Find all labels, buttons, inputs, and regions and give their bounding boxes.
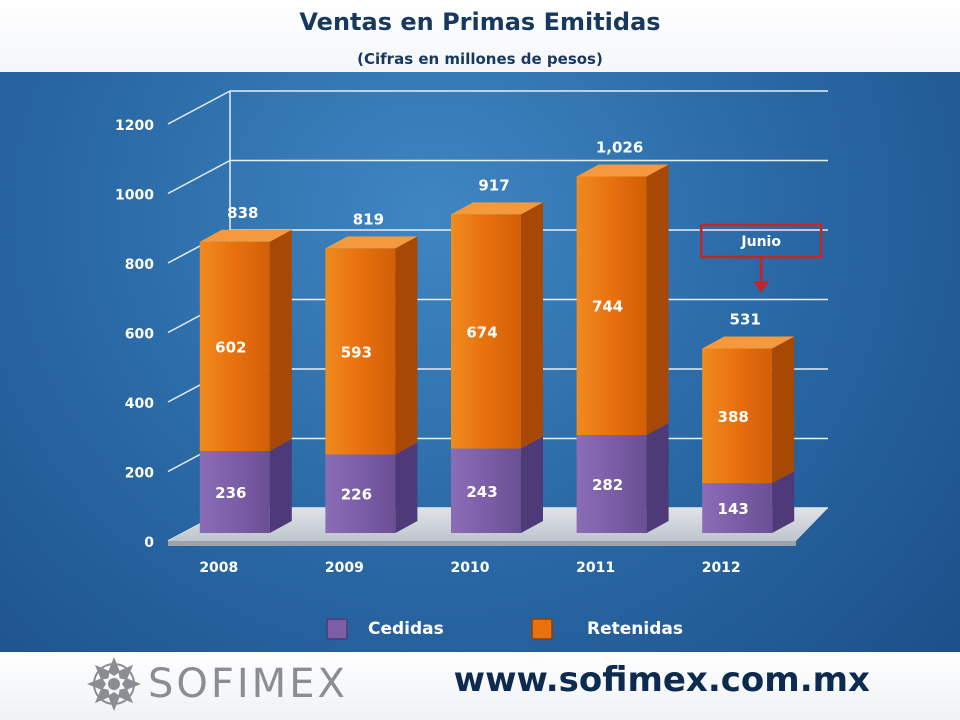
data-label-retenidas: 674 <box>466 323 497 341</box>
data-label-cedidas: 236 <box>215 484 246 502</box>
bar-cedidas <box>325 454 396 533</box>
data-label-cedidas: 143 <box>718 500 749 518</box>
legend: Cedidas Retenidas <box>326 618 683 640</box>
x-tick-label: 2008 <box>199 560 238 576</box>
bar-top <box>199 229 292 242</box>
labels-layer: 0 200 400 600 800 1000 1200 236 602 838 2008 226 593… <box>115 118 761 576</box>
annotation-arrow-head <box>753 281 770 293</box>
bar-retenidas-side <box>269 229 292 451</box>
data-label-total: 531 <box>730 310 761 328</box>
x-tick-label: 2011 <box>576 560 615 576</box>
bar-retenidas-side <box>646 164 669 436</box>
footer-bar <box>0 652 960 720</box>
data-label-cedidas: 243 <box>466 483 497 501</box>
bar-cedidas-side <box>646 423 669 533</box>
data-label-total: 838 <box>227 204 258 222</box>
data-label-retenidas: 593 <box>341 343 372 361</box>
data-label-cedidas: 282 <box>592 476 623 494</box>
brand-name: SOFIMEX <box>148 661 348 707</box>
bar-retenidas <box>199 241 270 451</box>
data-label-retenidas: 602 <box>215 338 246 356</box>
y-tick-label: 1200 <box>115 118 154 134</box>
y-tick-label: 1000 <box>115 188 154 204</box>
bar-retenidas <box>702 348 773 484</box>
bars-layer <box>199 164 795 533</box>
bar-cedidas <box>199 450 270 533</box>
chart-title: Ventas en Primas Emitidas <box>299 8 661 36</box>
data-label-retenidas: 388 <box>718 408 749 426</box>
y-tick-label: 200 <box>125 466 154 482</box>
bar-cedidas <box>576 435 647 533</box>
bar-retenidas <box>325 248 396 455</box>
data-label-total: 917 <box>478 176 509 194</box>
bar-retenidas <box>451 214 521 449</box>
bar-retenidas-side <box>772 336 795 484</box>
website-link[interactable]: www.sofimex.com.mx <box>453 660 870 700</box>
stacked-bar-chart: 0 200 400 600 800 1000 1200 236 602 838 2008 226 593… <box>115 90 828 640</box>
data-label-total: 1,026 <box>596 138 643 156</box>
sofimex-logo-icon <box>87 657 141 711</box>
bar-cedidas-side <box>521 436 543 533</box>
bar-top <box>451 202 543 215</box>
chart-subtitle: (Cifras en millones de pesos) <box>357 50 603 68</box>
bar-retenidas-side <box>521 202 543 449</box>
x-tick-label: 2010 <box>451 560 490 576</box>
bar-cedidas-side <box>269 438 292 533</box>
bar-cedidas <box>451 448 521 533</box>
legend-label-retenidas: Retenidas <box>587 619 683 639</box>
y-tick-label: 0 <box>144 535 154 551</box>
y-tick-label: 600 <box>125 327 154 343</box>
floor-edge <box>168 541 796 546</box>
legend-label-cedidas: Cedidas <box>368 619 444 639</box>
data-label-total: 819 <box>353 210 384 228</box>
data-label-cedidas: 226 <box>341 486 372 504</box>
header-bar <box>0 0 960 72</box>
y-tick-label: 400 <box>125 396 154 412</box>
bar-retenidas-side <box>395 236 418 455</box>
gridline-diagonal <box>167 159 231 195</box>
bar-top <box>325 236 418 249</box>
bar-cedidas-side <box>772 471 795 533</box>
x-tick-label: 2012 <box>702 560 741 576</box>
bar-top <box>702 336 795 349</box>
bar-cedidas-side <box>395 442 418 533</box>
y-tick-label: 800 <box>125 257 154 273</box>
annotation-label: Junio <box>740 234 781 250</box>
bar-top <box>576 164 669 177</box>
bar-cedidas <box>702 483 773 533</box>
legend-swatch-cedidas <box>326 618 348 640</box>
data-label-retenidas: 744 <box>592 298 623 316</box>
legend-swatch-retenidas <box>531 618 553 640</box>
gridline-diagonal <box>167 90 231 125</box>
annotation-layer: Junio <box>699 223 823 293</box>
bar-retenidas <box>576 176 647 436</box>
x-tick-label: 2009 <box>325 560 364 576</box>
